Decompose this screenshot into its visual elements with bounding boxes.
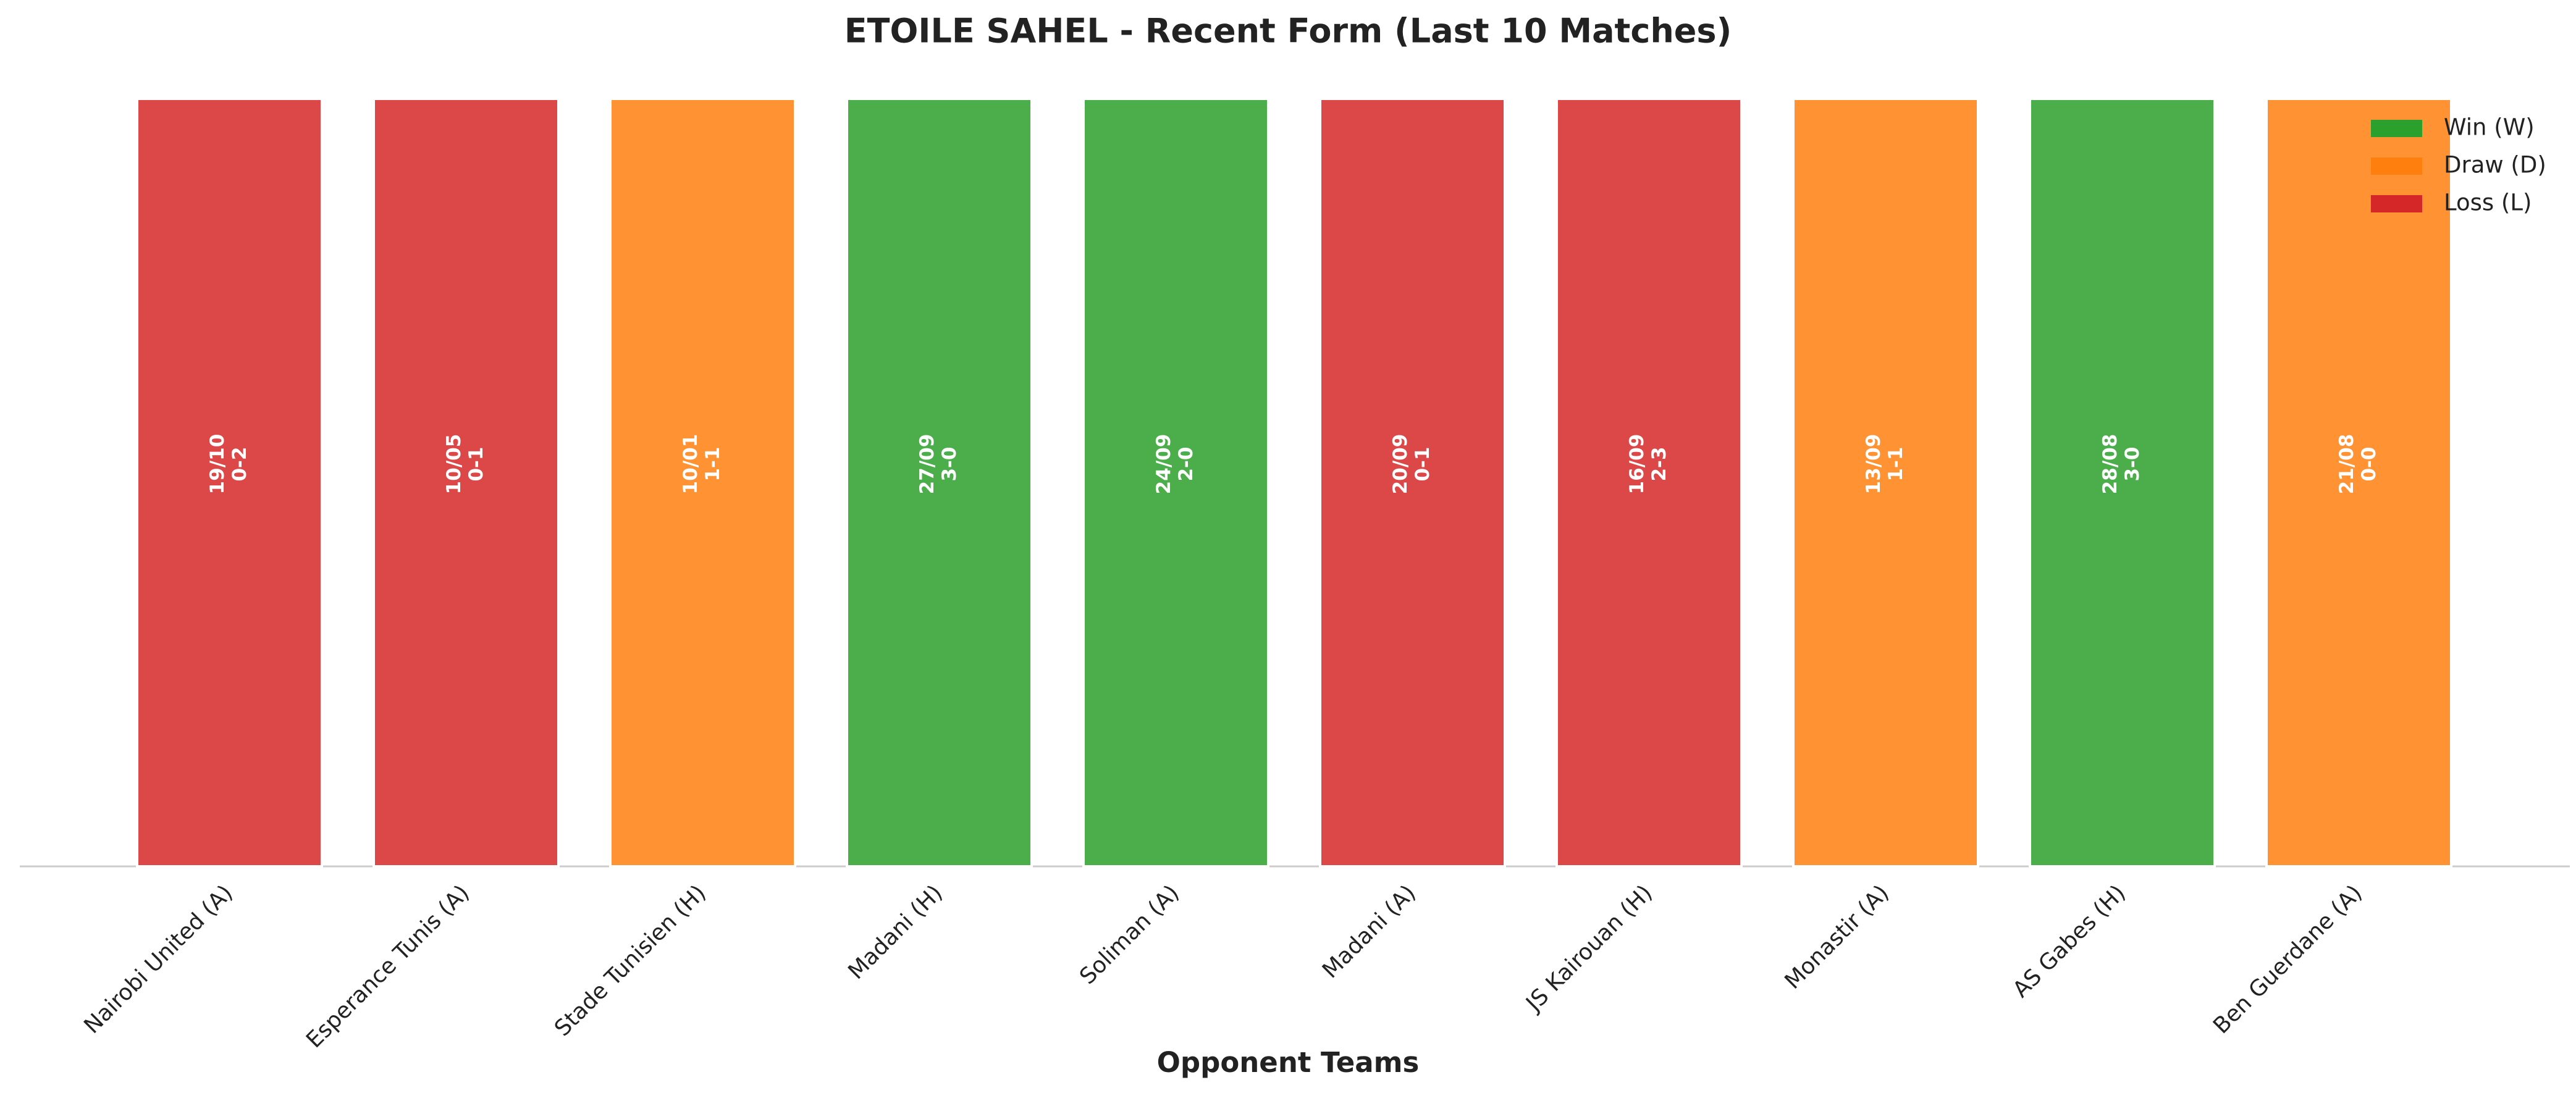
x-tick-label: Nairobi United (A) [79,880,238,1039]
bar [609,98,796,868]
bar [373,98,560,868]
legend-label: Loss (L) [2444,190,2532,216]
bar-date-label: 10/05 [443,434,465,495]
bar-score-label: 3-0 [2121,446,2144,481]
x-axis-label: Opponent Teams [1157,1046,1420,1079]
bar-date-label: 28/08 [2099,434,2121,495]
x-tick-label: Monastir (A) [1780,880,1894,994]
bar-score-label: 2-3 [1648,446,1670,481]
x-tick-label: Ben Guerdane (A) [2208,880,2367,1039]
bar [846,98,1033,868]
bar [1082,98,1269,868]
x-tick-label: Stade Tunisien (H) [550,880,711,1041]
legend-swatch [2371,120,2422,137]
bar [2029,98,2216,868]
bar [136,98,323,868]
legend-swatch [2371,157,2422,175]
bar [1319,98,1506,868]
x-tick-label: AS Gabes (H) [2008,880,2131,1002]
x-tick-label: Esperance Tunis (A) [301,880,474,1053]
legend-label: Win (W) [2444,114,2535,141]
bar-score-label: 0-0 [2358,446,2380,481]
bar-date-label: 21/08 [2336,434,2358,495]
x-tick-label: Soliman (A) [1075,880,1184,989]
legend-label: Draw (D) [2444,152,2546,178]
bar-score-label: 2-0 [1175,446,1197,481]
x-tick-label: JS Kairouan (H) [1520,880,1657,1017]
chart-title: ETOILE SAHEL - Recent Form (Last 10 Matc… [844,12,1732,51]
bar-score-label: 0-2 [229,446,251,481]
bar-score-label: 0-1 [465,446,487,481]
bar [1555,98,1743,868]
bar-score-label: 0-1 [1412,446,1434,481]
bar-date-label: 19/10 [206,434,229,495]
bar-date-label: 10/01 [680,434,702,495]
bar-score-label: 3-0 [938,446,961,481]
bar-date-label: 20/09 [1389,434,1412,495]
bar-date-label: 13/09 [1863,434,1885,495]
bar-date-label: 27/09 [916,434,938,495]
bar-date-label: 24/09 [1153,434,1175,495]
bar-score-label: 1-1 [1885,446,1907,481]
x-tick-label: Madani (H) [843,880,948,984]
legend-swatch [2371,195,2422,212]
bar-date-label: 16/09 [1626,434,1648,495]
bar [2265,98,2452,868]
bar [1792,98,1979,868]
bar-score-label: 1-1 [702,446,724,481]
x-tick-label: Madani (A) [1318,880,1421,983]
